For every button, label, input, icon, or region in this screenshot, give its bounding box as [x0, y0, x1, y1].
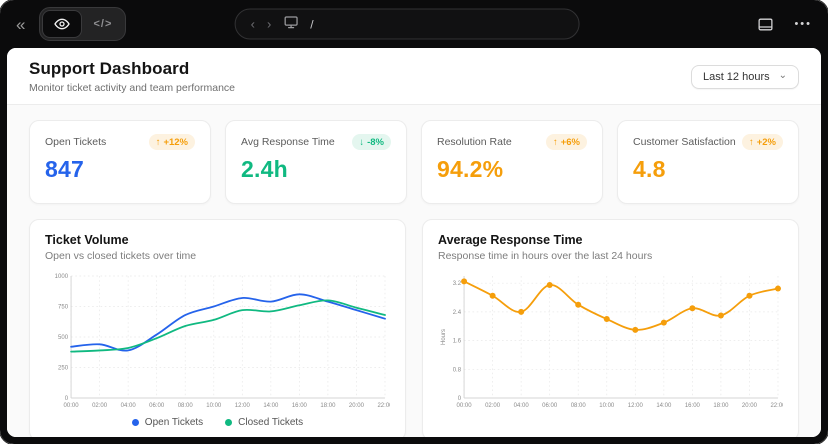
svg-text:06:00: 06:00	[542, 403, 558, 409]
trend-arrow-icon: ↓	[359, 136, 365, 148]
svg-text:02:00: 02:00	[485, 403, 501, 409]
chart-title: Average Response Time	[438, 233, 583, 247]
stat-card-open-tickets: Open Tickets ↑ +12% 847	[29, 120, 211, 204]
stats-row: Open Tickets ↑ +12% 847 Avg Response Time…	[29, 120, 799, 204]
svg-text:10:00: 10:00	[206, 403, 222, 409]
top-toolbar: « </> ‹ ›	[0, 0, 828, 48]
stat-card-avg-response-time: Avg Response Time ↓ -8% 2.4h	[225, 120, 407, 204]
legend-closed-tickets: Closed Tickets	[225, 417, 303, 428]
legend-dot-icon	[131, 419, 139, 426]
trend-arrow-icon: ↑	[155, 136, 161, 148]
dashboard-body: Open Tickets ↑ +12% 847 Avg Response Time…	[7, 104, 821, 437]
more-options-icon[interactable]: •••	[794, 18, 812, 30]
response-time-card: Average Response Time Response time in h…	[422, 219, 799, 437]
back-icon[interactable]: ‹	[250, 16, 255, 32]
svg-text:750: 750	[58, 305, 69, 311]
svg-text:04:00: 04:00	[121, 403, 137, 409]
page-title: Support Dashboard	[29, 59, 190, 78]
time-range-value: Last 12 hours	[702, 70, 770, 83]
stat-label: Customer Satisfaction	[633, 136, 736, 148]
ticket-volume-chart: 0 250 500 750 1000 00:00 02:00 04:00 06:00 08:00 1…	[55, 274, 390, 409]
svg-text:250: 250	[58, 366, 69, 372]
svg-text:22:00: 22:00	[770, 403, 783, 409]
monitor-icon[interactable]	[283, 14, 298, 34]
chevron-down-icon: ⌄	[778, 69, 787, 81]
svg-text:16:00: 16:00	[685, 403, 701, 409]
svg-text:00:00: 00:00	[457, 403, 473, 409]
chart-title: Ticket Volume	[45, 233, 129, 247]
svg-text:0.8: 0.8	[453, 367, 462, 373]
stat-value: 94.2%	[437, 156, 504, 182]
stat-label: Avg Response Time	[241, 136, 335, 148]
address-bar[interactable]: ‹ › /	[234, 8, 580, 40]
stat-value: 4.8	[633, 156, 666, 182]
svg-text:12:00: 12:00	[235, 403, 251, 409]
time-range-select[interactable]: Last 12 hours ⌄	[690, 64, 799, 89]
svg-text:16:00: 16:00	[292, 403, 308, 409]
trend-badge: ↑ +6%	[545, 134, 587, 150]
charts-row: Ticket Volume Open vs closed tickets ove…	[29, 219, 799, 437]
svg-text:1000: 1000	[55, 274, 69, 280]
svg-text:10:00: 10:00	[599, 403, 615, 409]
svg-text:0: 0	[458, 396, 462, 402]
url-path[interactable]: /	[310, 17, 314, 31]
svg-text:500: 500	[58, 335, 69, 341]
trend-arrow-icon: ↑	[748, 136, 754, 148]
svg-text:04:00: 04:00	[514, 403, 530, 409]
stat-value: 2.4h	[241, 156, 288, 182]
trend-arrow-icon: ↑	[552, 136, 558, 148]
svg-text:08:00: 08:00	[178, 403, 194, 409]
collapse-sidebar-icon[interactable]: «	[16, 14, 26, 34]
svg-text:1.6: 1.6	[453, 339, 462, 345]
svg-text:20:00: 20:00	[349, 403, 365, 409]
svg-text:18:00: 18:00	[713, 403, 729, 409]
trend-badge: ↑ +12%	[148, 134, 195, 150]
svg-text:3.2: 3.2	[453, 281, 462, 287]
svg-text:00:00: 00:00	[64, 403, 80, 409]
svg-text:08:00: 08:00	[571, 403, 587, 409]
stat-label: Resolution Rate	[437, 136, 512, 148]
preview-mode-button[interactable]	[42, 10, 83, 38]
svg-text:18:00: 18:00	[320, 403, 336, 409]
toolbar-right-group: •••	[757, 16, 812, 33]
legend-dot-icon	[225, 419, 233, 426]
svg-text:Hours: Hours	[441, 329, 447, 345]
svg-text:12:00: 12:00	[628, 403, 644, 409]
chart-subtitle: Open vs closed tickets over time	[45, 250, 197, 262]
eye-icon	[54, 16, 71, 32]
forward-icon[interactable]: ›	[266, 16, 272, 32]
svg-text:20:00: 20:00	[742, 403, 758, 409]
page-content: Support Dashboard Monitor ticket activit…	[7, 48, 821, 437]
svg-text:06:00: 06:00	[149, 403, 165, 409]
svg-text:0: 0	[65, 396, 69, 402]
svg-text:22:00: 22:00	[377, 403, 390, 409]
trend-badge: ↓ -8%	[352, 134, 391, 150]
legend-open-tickets: Open Tickets	[131, 417, 203, 428]
trend-badge: ↑ +2%	[741, 134, 783, 150]
stat-label: Open Tickets	[45, 136, 107, 148]
view-mode-toggle: </>	[39, 7, 127, 41]
chart-legend: Open Tickets Closed Tickets	[45, 417, 390, 428]
stat-value: 847	[45, 156, 84, 182]
stat-card-customer-satisfaction: Customer Satisfaction ↑ +2% 4.8	[617, 120, 799, 204]
response-time-chart: 0 0.8 1.6 2.4 3.2 00:00 02:00 04:00 06:00 08:00 10…	[441, 276, 783, 409]
page-subtitle: Monitor ticket activity and team perform…	[29, 82, 236, 94]
svg-text:14:00: 14:00	[656, 403, 672, 409]
svg-text:02:00: 02:00	[92, 403, 108, 409]
code-mode-button[interactable]: </>	[82, 13, 123, 35]
svg-text:14:00: 14:00	[263, 403, 279, 409]
stat-card-resolution-rate: Resolution Rate ↑ +6% 94.2%	[421, 120, 603, 204]
svg-text:2.4: 2.4	[453, 310, 462, 316]
ticket-volume-card: Ticket Volume Open vs closed tickets ove…	[29, 219, 406, 437]
code-icon: </>	[93, 18, 113, 30]
browser-layout-icon[interactable]	[757, 16, 774, 33]
chart-subtitle: Response time in hours over the last 24 …	[438, 250, 653, 262]
page-header: Support Dashboard Monitor ticket activit…	[7, 48, 821, 104]
